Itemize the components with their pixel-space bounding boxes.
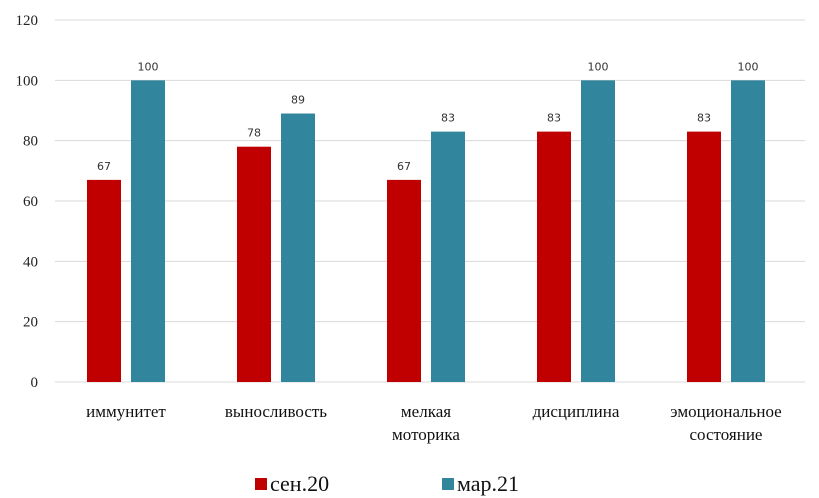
data-label: 100 <box>588 60 609 73</box>
legend: сен.20 мар.21 <box>255 471 519 496</box>
bar <box>581 80 615 382</box>
bar <box>387 179 421 382</box>
y-tick-label: 100 <box>16 73 39 89</box>
data-label: 100 <box>738 60 759 73</box>
x-tick-label: мелкая <box>401 402 451 421</box>
bar <box>431 131 465 382</box>
data-label: 89 <box>291 94 305 107</box>
y-tick-label: 40 <box>23 254 38 270</box>
data-label: 78 <box>247 127 261 140</box>
legend-label: сен.20 <box>270 471 329 496</box>
x-tick-label: состояние <box>690 425 763 444</box>
x-tick-label: дисциплина <box>533 402 620 421</box>
x-axis: иммунитет выносливость мелкая моторика дисци… <box>86 402 782 444</box>
y-tick-label: 60 <box>23 194 38 210</box>
legend-label: мар.21 <box>457 471 519 496</box>
legend-swatch <box>442 478 454 490</box>
x-tick-label: моторика <box>392 425 460 444</box>
y-tick-label: 20 <box>23 315 38 331</box>
y-tick-label: 80 <box>23 134 38 150</box>
y-tick-label: 0 <box>31 375 39 391</box>
gridlines <box>55 19 805 383</box>
bar <box>687 131 721 382</box>
x-tick-label: эмоциональное <box>670 402 781 421</box>
bar <box>537 131 571 382</box>
legend-swatch <box>255 478 267 490</box>
data-label: 83 <box>697 112 711 125</box>
bar <box>281 113 315 383</box>
bars: 67 100 78 89 67 83 83 100 83 100 <box>87 60 765 383</box>
data-label: 83 <box>547 112 561 125</box>
y-axis: 0 20 40 60 80 100 120 <box>16 13 39 391</box>
bar <box>131 80 165 382</box>
data-label: 67 <box>397 160 411 173</box>
y-tick-label: 120 <box>16 13 39 29</box>
data-label: 100 <box>138 60 159 73</box>
data-label: 67 <box>97 160 111 173</box>
x-tick-label: иммунитет <box>86 402 166 421</box>
bar <box>731 80 765 382</box>
data-label: 83 <box>441 112 455 125</box>
x-tick-label: выносливость <box>225 402 327 421</box>
bar <box>87 179 121 382</box>
bar <box>237 146 271 382</box>
